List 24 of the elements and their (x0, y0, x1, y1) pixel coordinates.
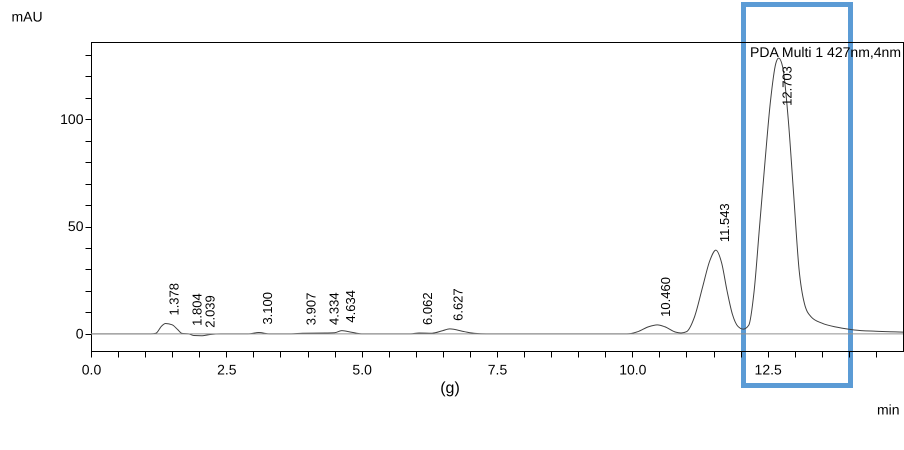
x-tick-label: 0.0 (82, 362, 102, 378)
annotation: 1.804 (190, 293, 205, 326)
annotation: 11.543 (716, 203, 732, 242)
annotation: 6.062 (420, 292, 436, 325)
x-tick-label: 12.5 (754, 362, 782, 378)
annotation: 6.627 (450, 288, 466, 321)
x-tick-label: 5.0 (352, 362, 372, 378)
annotation: 1.378 (166, 282, 182, 316)
annotation: 3.100 (260, 292, 275, 325)
annotation: 3.907 (304, 292, 318, 326)
text: (g) (440, 380, 460, 397)
x-axis-title: min (876, 402, 900, 418)
annotation: 10.460 (658, 277, 674, 317)
annotation: 4.334 (326, 292, 342, 325)
annotation: 4.634 (342, 290, 358, 323)
annotation: 2.039 (202, 295, 218, 328)
y-tick-label: 50 (68, 218, 84, 234)
y-tick-label: 100 (60, 110, 84, 127)
y-axis-title: mAU (12, 8, 43, 24)
annotation: 12.703 (780, 66, 795, 106)
x-tick-label: 7.5 (488, 362, 508, 378)
x-tick-label: 10.0 (619, 362, 647, 378)
x-tick-label: 2.5 (217, 362, 237, 378)
y-tick-label: 0 (76, 325, 84, 342)
